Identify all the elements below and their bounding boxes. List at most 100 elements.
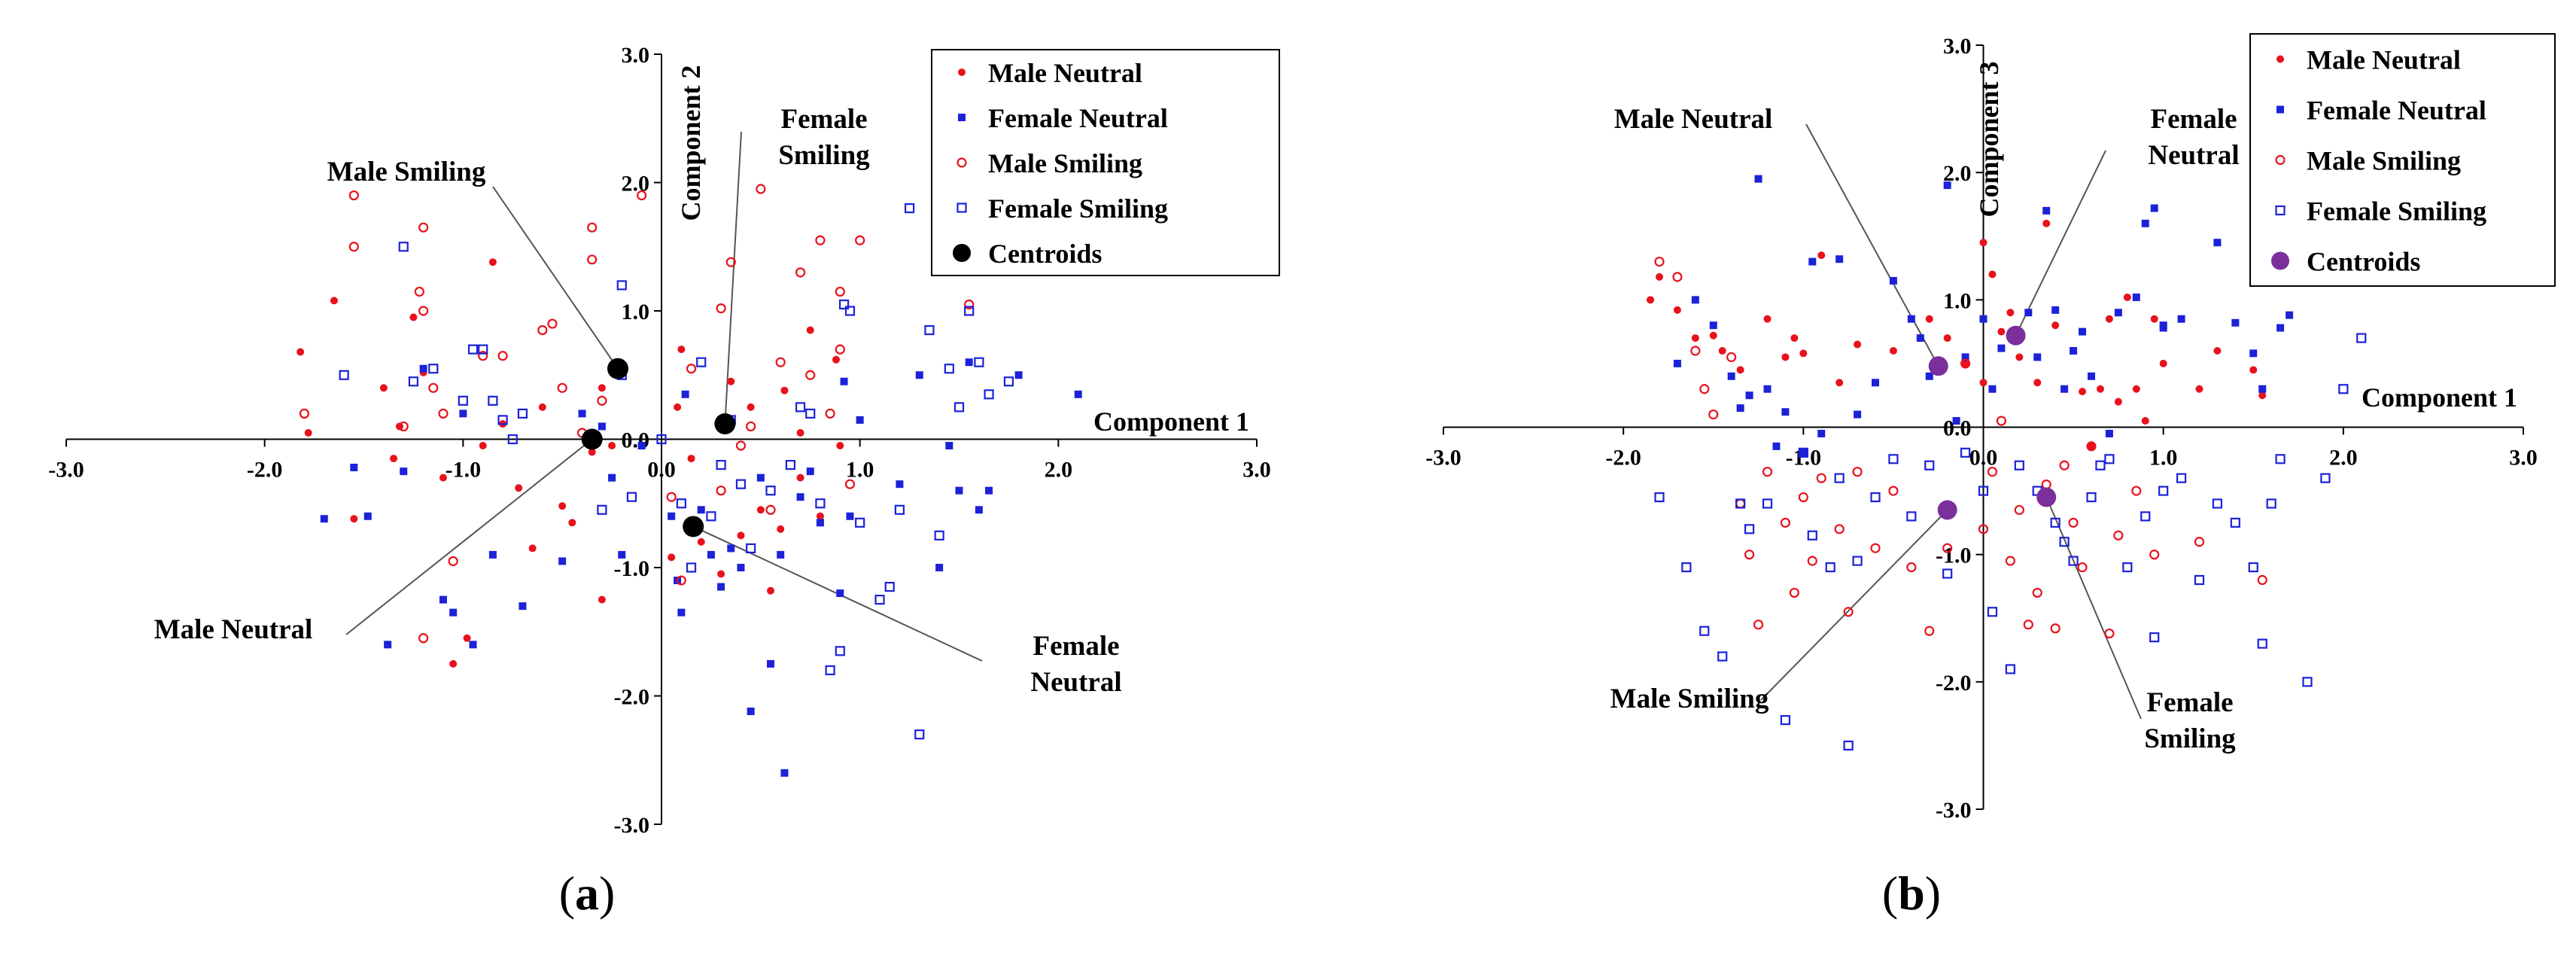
point-female-smiling [1924, 460, 1935, 470]
caption-b-letter: b [1898, 866, 1925, 920]
point-male-neutral [479, 442, 487, 450]
point-male-smiling [1708, 409, 1719, 420]
point-female-smiling [2275, 454, 2286, 464]
point-female-smiling [1888, 454, 1899, 464]
scatter-panel-b: -3.0 -2.0 -1.0 0.0 1.0 2.0 3.0-3.0-2.0-1.00.01… [1425, 33, 2556, 823]
annotation-line: Male Smiling [327, 157, 486, 187]
point-female-smiling [398, 242, 409, 252]
point-male-smiling [1942, 543, 1953, 553]
point-male-smiling [1654, 256, 1665, 267]
point-female-neutral [1781, 408, 1790, 416]
point-female-smiling [428, 364, 439, 374]
point-male-smiling [1744, 550, 1755, 560]
point-male-smiling [557, 382, 567, 393]
point-male-neutral [958, 69, 966, 76]
point-female-neutral [840, 377, 848, 385]
x-tick-label: 3.0 [2509, 446, 2538, 470]
point-female-smiling [1978, 486, 1989, 496]
point-male-neutral [1961, 359, 1969, 367]
legend-label: Male Smiling [2307, 146, 2461, 176]
caption-b: (b) [1836, 866, 1987, 921]
point-female-neutral [1916, 334, 1924, 343]
point-male-neutral [568, 519, 576, 527]
point-female-smiling [497, 415, 508, 425]
y-axis-label: Component 3 [1974, 61, 2004, 217]
point-male-smiling [348, 190, 359, 201]
point-male-smiling [686, 364, 697, 374]
point-male-neutral [2088, 442, 2095, 450]
point-female-smiling [2266, 498, 2276, 509]
y-tick-label: -1.0 [1936, 543, 1972, 568]
point-male-neutral [1997, 327, 2006, 336]
point-male-neutral [528, 544, 537, 553]
point-male-smiling [716, 486, 726, 496]
point-female-smiling [686, 562, 697, 573]
point-female-neutral [806, 467, 814, 476]
point-male-smiling [1753, 620, 1764, 630]
point-female-smiling [408, 376, 419, 387]
point-female-smiling [1717, 651, 1728, 662]
point-male-smiling [964, 299, 975, 310]
point-female-smiling [2248, 562, 2258, 573]
point-male-neutral [515, 484, 523, 492]
point-male-smiling [2041, 480, 2051, 490]
annotation-label: Male Smiling [327, 157, 486, 187]
point-male-smiling [1870, 543, 1881, 553]
point-female-neutral [1808, 257, 1817, 266]
point-male-smiling [2059, 460, 2070, 470]
annotation-line: Male Neutral [1614, 104, 1773, 135]
point-male-neutral [1673, 306, 1681, 314]
x-axis-label: Component 1 [2362, 382, 2517, 413]
point-female-smiling [1825, 562, 1835, 573]
point-male-smiling [855, 235, 865, 245]
point-female-neutral [2150, 204, 2158, 212]
point-female-smiling [656, 434, 667, 445]
point-female-smiling [956, 202, 967, 213]
point-female-smiling [1654, 492, 1665, 503]
point-centroid [683, 516, 704, 537]
point-male-smiling [1672, 272, 1683, 282]
point-female-neutral [637, 442, 646, 450]
point-female-neutral [836, 589, 844, 598]
point-female-neutral [1872, 379, 1879, 387]
point-female-smiling [2302, 677, 2313, 687]
point-female-smiling [2050, 517, 2060, 528]
point-male-smiling [2005, 556, 2015, 566]
point-centroid [607, 358, 628, 379]
point-female-neutral [796, 493, 804, 501]
point-male-smiling [547, 318, 558, 329]
point-female-smiling [1003, 376, 1014, 387]
point-female-neutral [958, 114, 966, 121]
point-female-neutral [2114, 309, 2122, 317]
point-female-smiling [597, 504, 607, 515]
point-male-smiling [1762, 467, 1773, 477]
point-male-neutral [2258, 391, 2267, 400]
point-female-smiling [2158, 486, 2169, 496]
point-female-smiling [2257, 638, 2267, 649]
annotation-line: Neutral [2148, 140, 2239, 171]
point-male-neutral [756, 506, 765, 514]
annotation-line: Female [1033, 631, 1119, 662]
point-female-smiling [1744, 524, 1755, 534]
annotation-line: Smiling [778, 140, 870, 171]
point-male-smiling [2113, 530, 2124, 540]
point-female-smiling [706, 511, 716, 522]
point-female-neutral [1745, 391, 1753, 400]
point-male-neutral [1718, 347, 1726, 355]
point-male-neutral [796, 428, 804, 437]
point-male-neutral [816, 512, 824, 520]
point-female-smiling [855, 517, 865, 528]
legend-label: Centroids [2307, 247, 2420, 277]
point-female-smiling [874, 595, 885, 605]
point-male-neutral [2132, 385, 2140, 393]
y-tick-label: 1.0 [622, 300, 650, 324]
annotation-label: Female Neutral [1030, 631, 1121, 698]
point-female-smiling [746, 543, 756, 554]
point-female-neutral [668, 512, 676, 520]
point-female-neutral [469, 641, 477, 649]
point-male-smiling [448, 556, 458, 567]
point-female-neutral [2060, 385, 2069, 393]
point-female-smiling [1906, 511, 1917, 522]
point-male-neutral [1943, 334, 1951, 343]
point-male-smiling [537, 324, 548, 336]
